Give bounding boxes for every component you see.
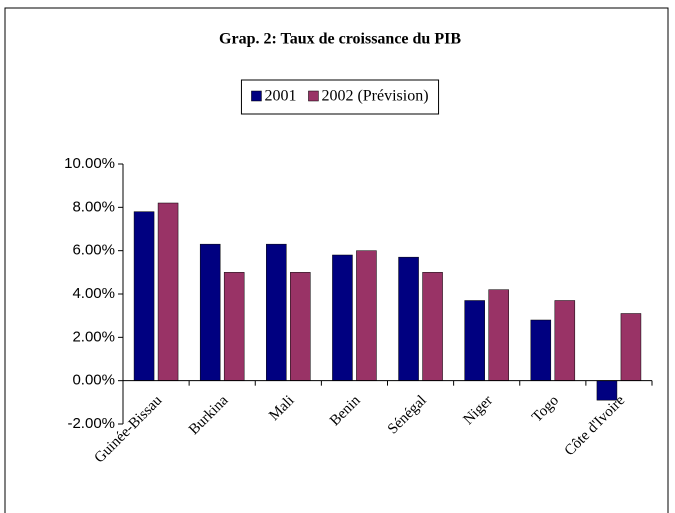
bar: [620, 313, 642, 381]
bar: [157, 202, 179, 381]
bar: [290, 272, 311, 381]
bar: [530, 319, 552, 381]
bar: [356, 250, 377, 381]
y-tick-label: 4.00%: [72, 285, 115, 302]
bar: [133, 211, 155, 381]
bar: [488, 289, 509, 381]
bar: [422, 272, 443, 381]
bar: [398, 256, 419, 381]
bar: [554, 300, 576, 381]
y-tick-label: 2.00%: [72, 328, 115, 345]
y-tick-label: -2.00%: [67, 415, 115, 432]
legend-label: 2002 (Prévision): [321, 88, 428, 105]
bar: [266, 243, 287, 381]
legend-box: [240, 79, 440, 115]
y-tick-label: 8.00%: [72, 198, 115, 215]
bar: [332, 254, 353, 381]
chart-title: Grap. 2: Taux de croissance du PIB: [219, 31, 461, 48]
y-tick-label: 6.00%: [72, 242, 115, 259]
legend-swatch: [308, 90, 319, 102]
bar: [223, 272, 245, 381]
legend-label: 2001: [264, 88, 296, 105]
bar: [464, 300, 485, 381]
legend-swatch: [251, 90, 262, 102]
y-tick-label: 10.00%: [64, 155, 115, 172]
bar: [199, 243, 221, 381]
y-tick-label: 0.00%: [72, 372, 115, 389]
